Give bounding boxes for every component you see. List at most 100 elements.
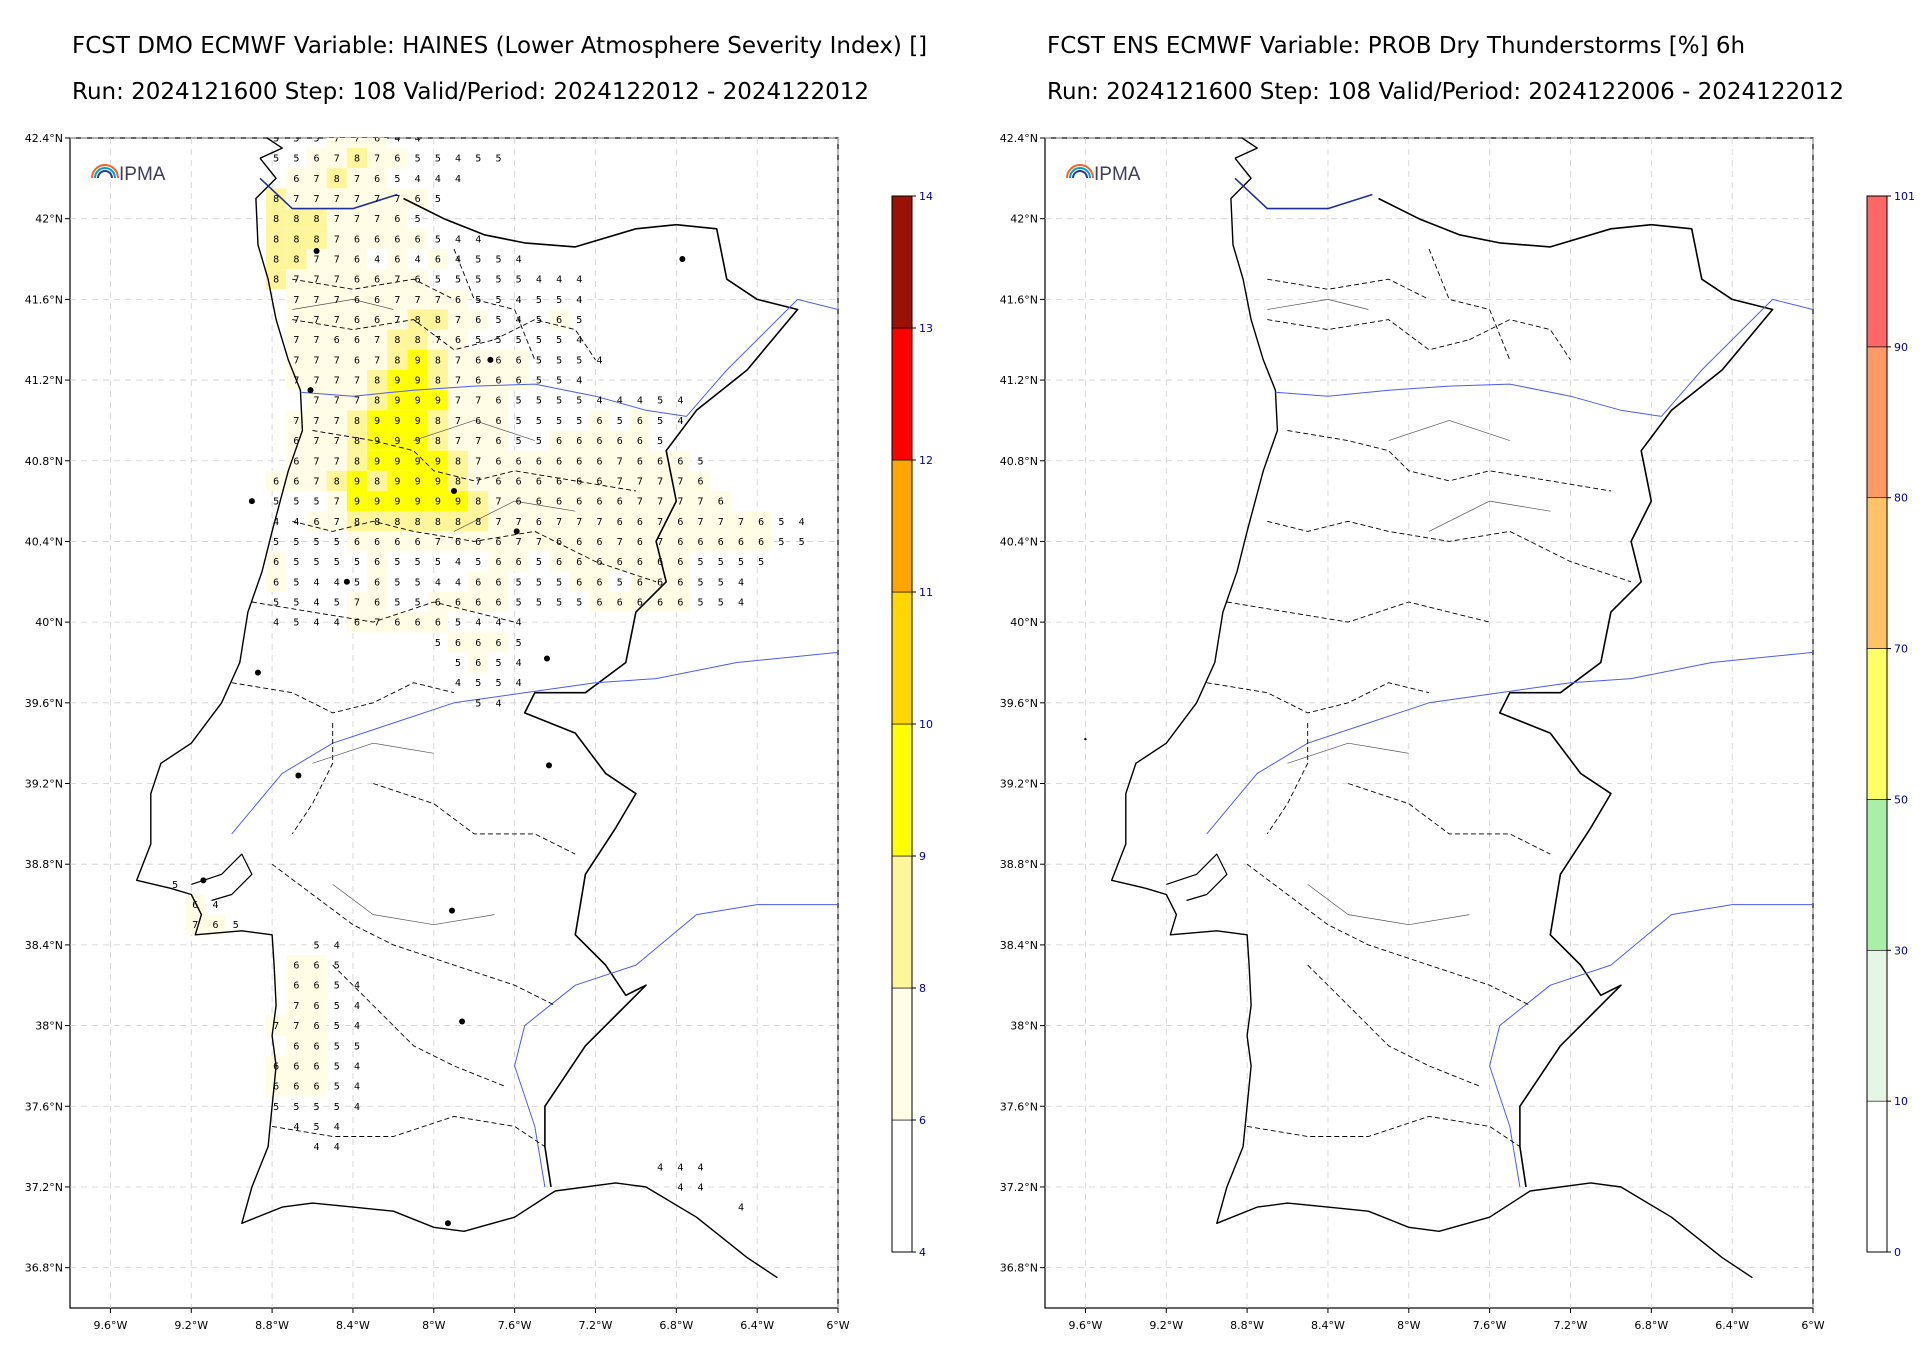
- haines-cell: [468, 309, 489, 330]
- haines-value: 8: [314, 214, 320, 225]
- haines-value: 5: [495, 154, 501, 165]
- haines-cell: [367, 369, 388, 391]
- haines-cell: [306, 148, 327, 169]
- haines-cell: [447, 531, 469, 552]
- haines-value: 7: [293, 376, 299, 387]
- haines-value: 7: [495, 517, 501, 528]
- haines-value: 5: [495, 255, 501, 266]
- haines-lon-tick-label: 9.2°W: [174, 1319, 208, 1332]
- dry-tstorm-coastline: [1110, 157, 1753, 1279]
- haines-value: 6: [374, 295, 380, 306]
- haines-cell: [407, 269, 428, 290]
- haines-value: 5: [314, 497, 320, 508]
- haines-value: 7: [698, 517, 704, 528]
- haines-cell: [306, 975, 327, 996]
- haines-value: 4: [455, 174, 461, 185]
- haines-value: 6: [495, 597, 501, 608]
- haines-river: [514, 904, 838, 1188]
- haines-value: 6: [273, 577, 279, 588]
- haines-value: 4: [455, 154, 461, 165]
- haines-value: 7: [354, 174, 360, 185]
- haines-value: 7: [617, 456, 623, 467]
- haines-value: 6: [314, 154, 320, 165]
- haines-value: 6: [576, 476, 582, 487]
- haines-value: 7: [637, 497, 643, 508]
- haines-minho-river: [259, 177, 398, 210]
- haines-value: 7: [394, 315, 400, 326]
- haines-value: 5: [334, 1102, 340, 1113]
- haines-cell: [367, 591, 388, 613]
- haines-value: 7: [334, 396, 340, 407]
- haines-value: 8: [334, 476, 340, 487]
- haines-value: 5: [495, 335, 501, 346]
- haines-value: 4: [576, 295, 582, 306]
- haines-cell: [346, 329, 368, 350]
- haines-cell: [205, 914, 226, 935]
- haines-value: 7: [314, 194, 320, 205]
- haines-cell: [447, 410, 469, 431]
- haines-cell: [346, 248, 368, 270]
- haines-value: 9: [455, 497, 461, 508]
- haines-value: 6: [273, 1082, 279, 1093]
- haines-value: 4: [556, 275, 562, 286]
- haines-cell: [447, 289, 469, 310]
- haines-value: 8: [354, 517, 360, 528]
- haines-value: 5: [698, 456, 704, 467]
- haines-cell: [367, 430, 388, 451]
- haines-cell: [650, 470, 671, 492]
- haines-value: 6: [415, 234, 421, 245]
- haines-cell: [306, 390, 327, 411]
- dry-tstorm-logo-text: IPMA: [1094, 164, 1141, 185]
- haines-value: 8: [374, 517, 380, 528]
- haines-cell: [427, 591, 448, 613]
- haines-district-boundary: [494, 319, 596, 361]
- haines-value: 7: [293, 1001, 299, 1012]
- haines-value: 7: [314, 295, 320, 306]
- haines-value: 8: [475, 517, 481, 528]
- haines-value: 4: [576, 275, 582, 286]
- dry-tstorm-colorbar-label: 0: [1894, 1246, 1901, 1259]
- haines-cell: [468, 390, 489, 411]
- haines-cell: [569, 551, 590, 572]
- haines-cell: [266, 1076, 287, 1097]
- haines-value: 6: [475, 638, 481, 649]
- haines-value: 4: [334, 618, 340, 629]
- dry-tstorm-region-line: [1267, 299, 1369, 310]
- haines-value: 5: [738, 557, 744, 568]
- haines-cell: [427, 369, 448, 391]
- haines-value: 7: [314, 376, 320, 387]
- haines-value: 5: [516, 597, 522, 608]
- haines-river: [797, 298, 838, 310]
- haines-value: 8: [314, 234, 320, 245]
- dry-tstorm-colorbar-segment: [1866, 497, 1888, 649]
- haines-cell: [427, 248, 448, 270]
- city-dot: [513, 528, 520, 535]
- haines-value: 9: [394, 416, 400, 427]
- haines-value: 8: [374, 476, 380, 487]
- haines-value: 6: [293, 1061, 299, 1072]
- haines-cell: [367, 612, 388, 633]
- haines-value: 4: [495, 618, 501, 629]
- haines-cell: [548, 470, 570, 492]
- haines-value: 6: [435, 618, 441, 629]
- haines-cell: [468, 349, 489, 370]
- haines-value: 6: [475, 376, 481, 387]
- haines-value: 6: [637, 436, 643, 447]
- haines-value: 5: [536, 577, 542, 588]
- haines-cell: [346, 369, 368, 391]
- city-dot: [295, 772, 302, 779]
- haines-value: 5: [475, 678, 481, 689]
- haines-cell: [629, 450, 651, 471]
- haines-value: 5: [354, 577, 360, 588]
- haines-value: 4: [455, 577, 461, 588]
- dry-tstorm-river: [1489, 904, 1813, 1188]
- haines-value: 8: [415, 517, 421, 528]
- haines-value: 6: [597, 577, 603, 588]
- haines-value: 6: [374, 174, 380, 185]
- haines-lat-tick-label: 39.2°N: [25, 778, 63, 791]
- haines-value: 5: [516, 275, 522, 286]
- haines-value: 6: [475, 355, 481, 366]
- haines-cell: [488, 511, 509, 532]
- haines-value: 4: [455, 678, 461, 689]
- haines-value: 8: [273, 255, 279, 266]
